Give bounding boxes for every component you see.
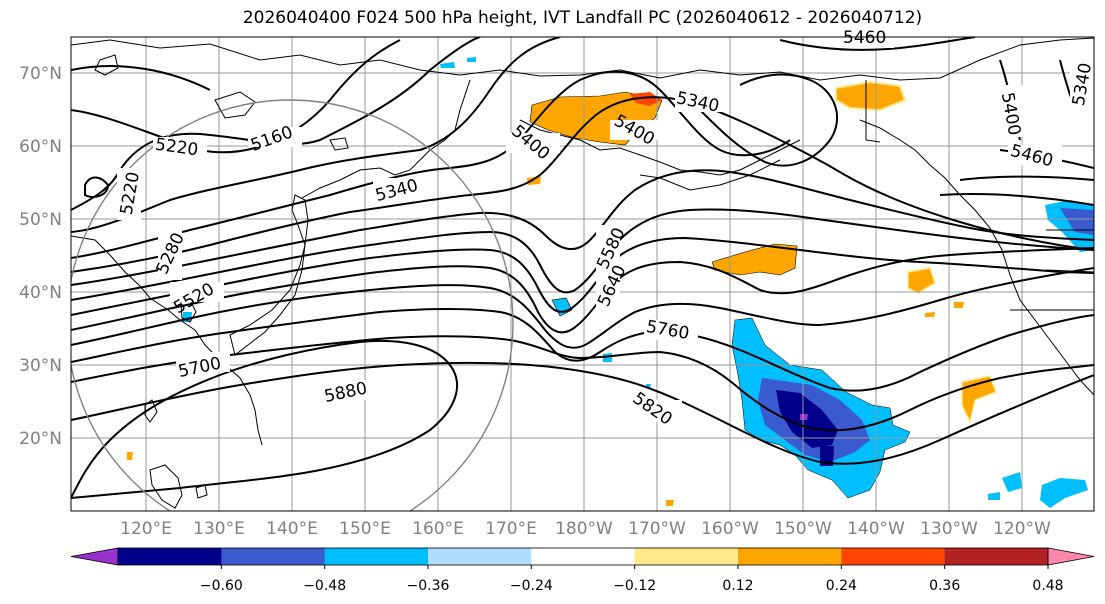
- colorbar-tick-label: −0.48: [303, 578, 346, 594]
- lon-label: 180°W: [555, 519, 613, 539]
- gridlines: [71, 37, 1094, 511]
- lon-label: 150°E: [339, 519, 391, 539]
- lat-label: 40°N: [19, 283, 62, 303]
- lon-label: 130°W: [920, 519, 978, 539]
- colorbar-tick-label: 0.12: [722, 578, 753, 594]
- map-title: 2026040400 F024 500 hPa height, IVT Land…: [242, 8, 923, 28]
- height-contours: [71, 37, 1094, 499]
- lat-label: 60°N: [19, 137, 62, 157]
- lon-label: 140°W: [847, 519, 905, 539]
- colorbar-tick-label: −0.12: [613, 578, 656, 594]
- colorbar-swatch: [531, 548, 636, 565]
- lon-label: 120°E: [120, 519, 172, 539]
- colorbar-swatch: [944, 548, 1049, 565]
- longitude-labels: 120°E 130°E 140°E 150°E 160°E 170°E 180°…: [120, 519, 1051, 539]
- lon-label: 170°E: [485, 519, 537, 539]
- lon-label: 140°E: [266, 519, 318, 539]
- contour-labels: 5460 5220 5160 5220 5340 5400 5340 5400 …: [117, 28, 1096, 430]
- lon-label: 160°W: [701, 519, 759, 539]
- colorbar-tick-label: −0.24: [510, 578, 553, 594]
- colorbar-swatch: [738, 548, 842, 565]
- colorbar-swatch: [428, 548, 532, 565]
- lon-label: 130°E: [193, 519, 245, 539]
- latitude-labels: 70°N 60°N 50°N 40°N 30°N 20°N: [19, 64, 62, 449]
- map-frame: [70, 36, 1095, 512]
- lat-label: 70°N: [19, 64, 62, 84]
- lat-label: 30°N: [19, 356, 62, 376]
- colorbar-swatch: [221, 548, 326, 565]
- lat-label: 20°N: [19, 429, 62, 449]
- colorbar-tick-label: 0.36: [929, 578, 960, 594]
- lon-label: 170°W: [628, 519, 686, 539]
- lon-label: 150°W: [774, 519, 832, 539]
- colorbar-outline: [117, 547, 1049, 566]
- contour-label-backgrounds: [117, 37, 1094, 422]
- colorbar-tick-label: 0.24: [826, 578, 857, 594]
- colorbar-tick-label: −0.36: [407, 578, 450, 594]
- colorbar-swatch: [118, 548, 222, 565]
- reference-circle: [71, 99, 514, 511]
- colorbar-extend-left: [70, 547, 119, 566]
- colorbar-swatch: [841, 548, 946, 565]
- colorbar: −0.60 −0.48 −0.36 −0.24 −0.12 0.12 0.24 0.36 0.4…: [70, 547, 1095, 594]
- colorbar-tick-label: −0.60: [200, 578, 243, 594]
- contour-label: 5460: [843, 28, 886, 48]
- lat-label: 50°N: [19, 210, 62, 230]
- lon-label: 160°E: [412, 519, 464, 539]
- colorbar-swatch: [324, 548, 429, 565]
- lon-label: 120°W: [993, 519, 1051, 539]
- ivt-negative-regions: [183, 57, 1094, 508]
- colorbar-tick-label: 0.48: [1032, 578, 1063, 594]
- colorbar-swatch: [634, 548, 739, 565]
- colorbar-extend-right: [1047, 547, 1095, 566]
